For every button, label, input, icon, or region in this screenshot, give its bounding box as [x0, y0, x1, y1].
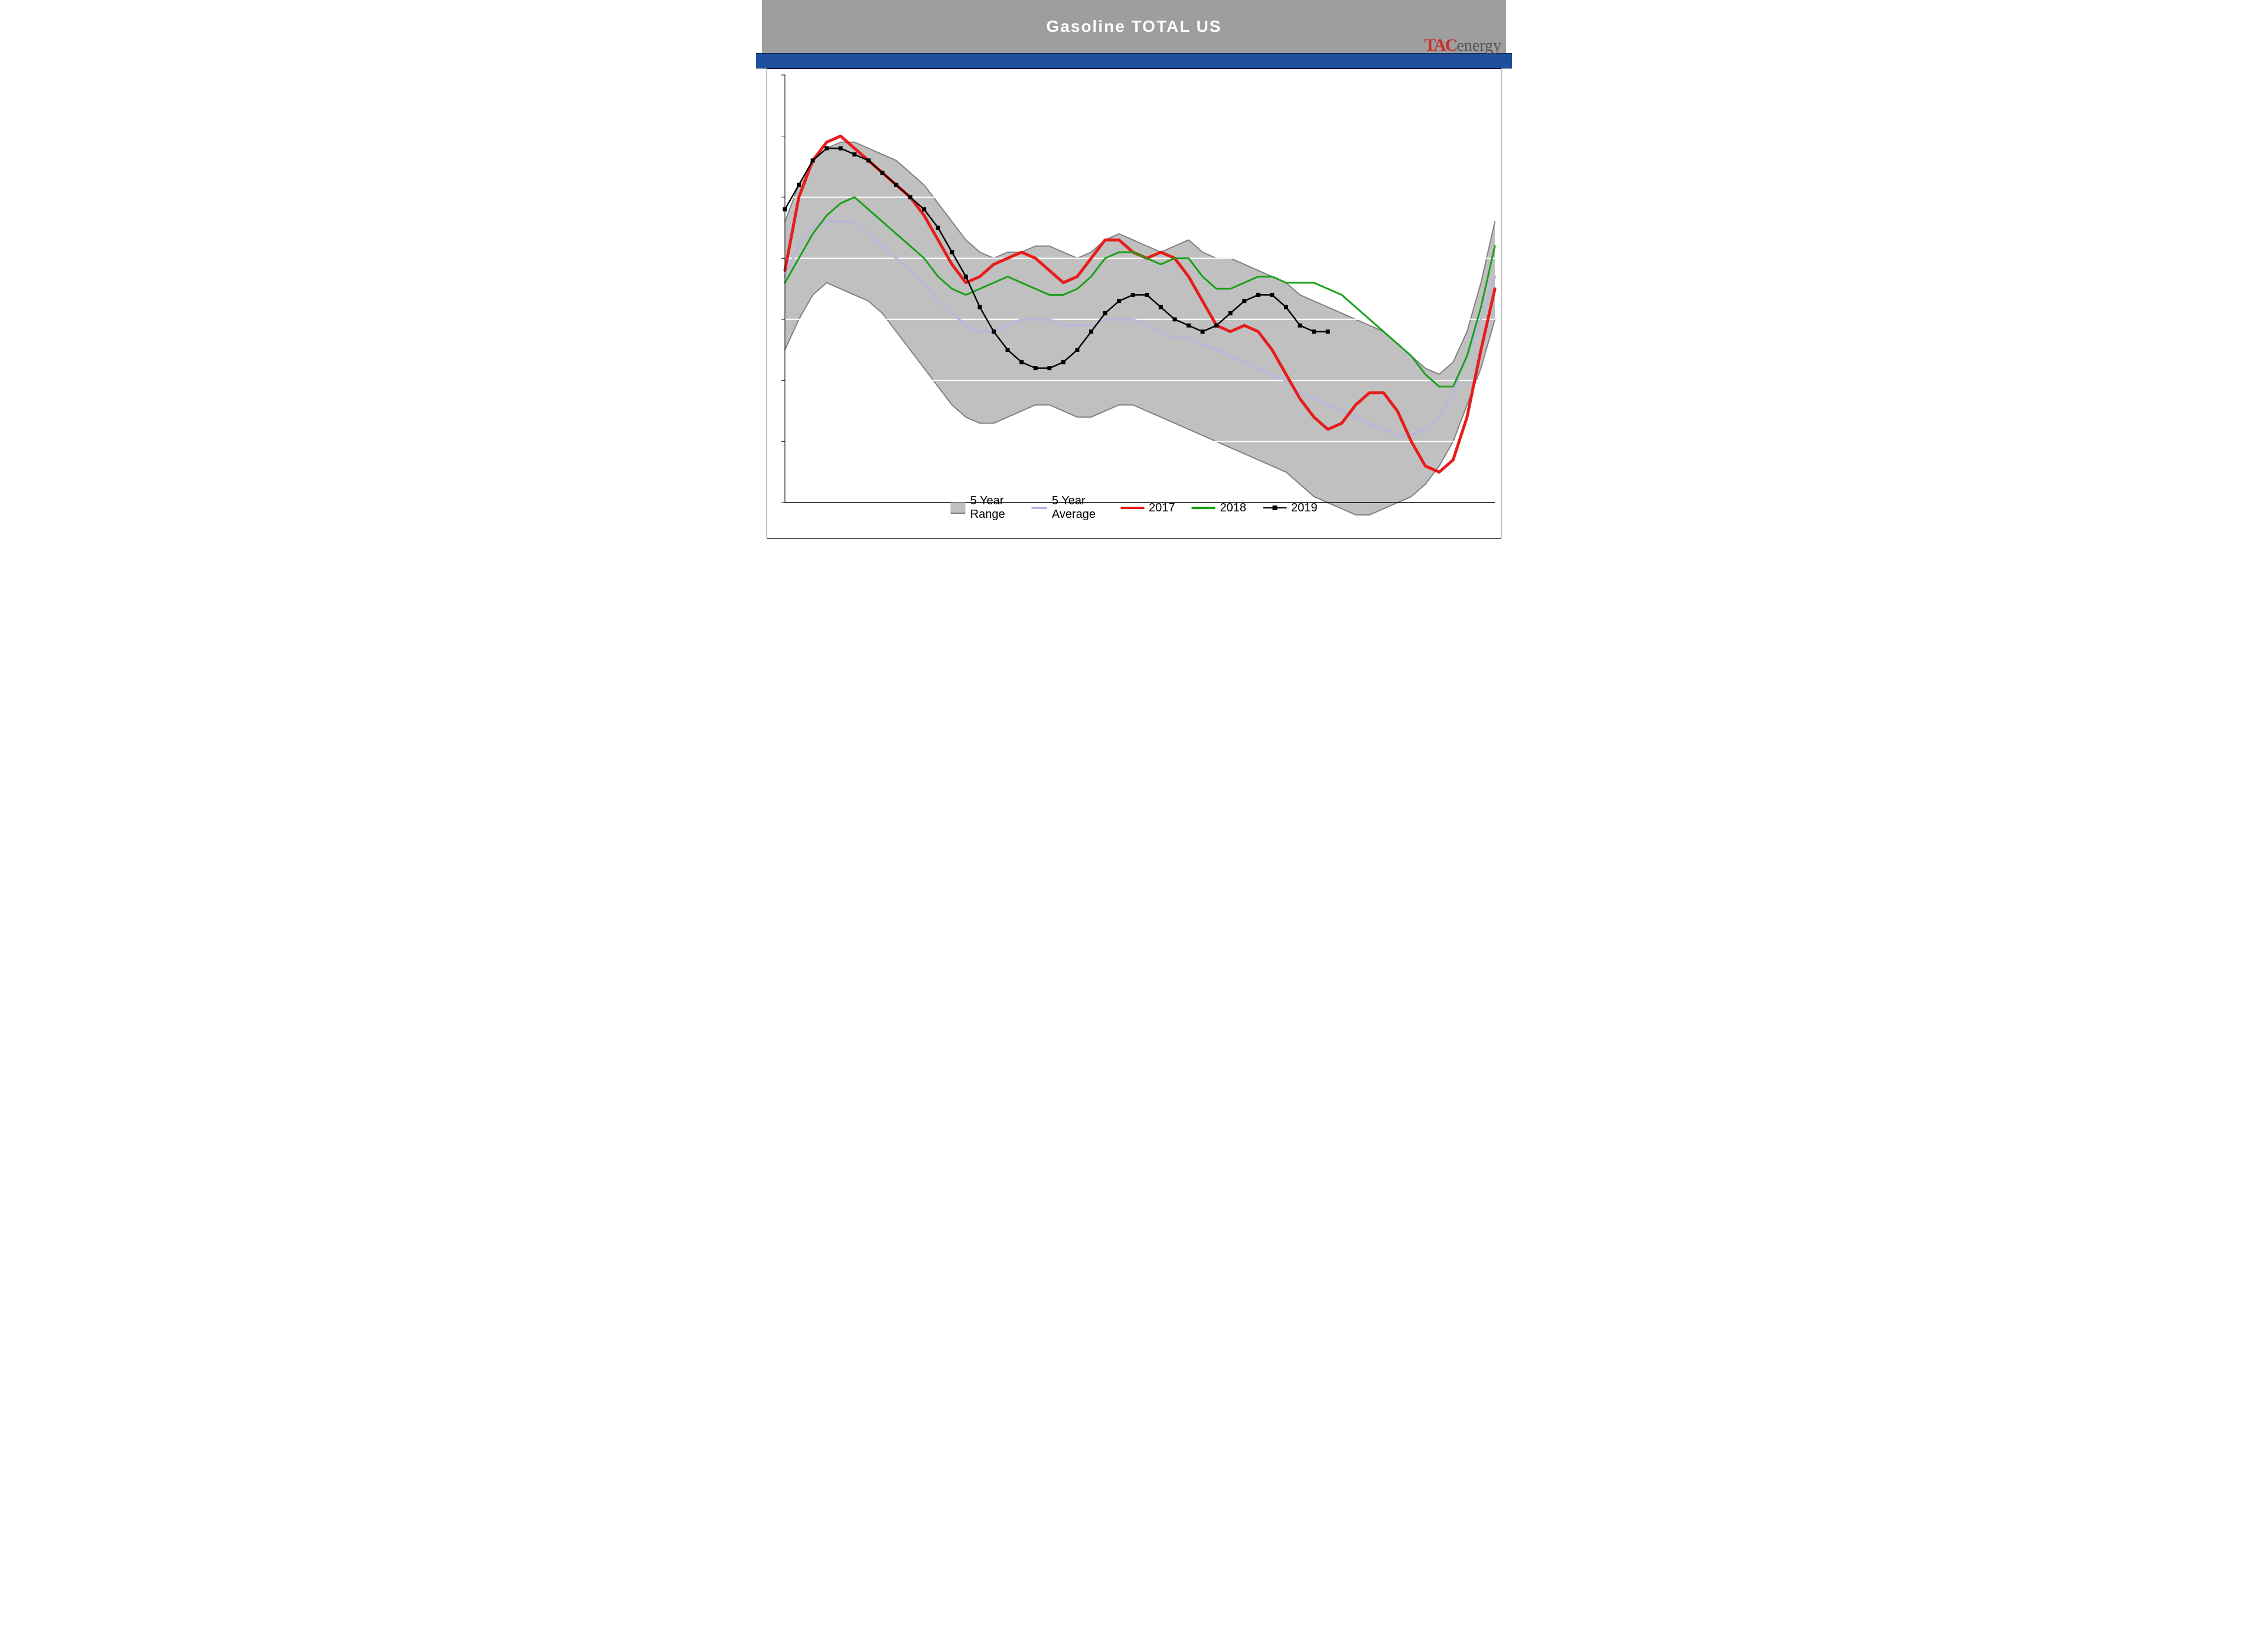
- header-stripe: [756, 53, 1512, 69]
- legend-item-2017: 2017: [1120, 501, 1175, 515]
- title-bar: Gasoline TOTAL US: [762, 0, 1506, 53]
- legend-label-avg: 5 Year Average: [1052, 494, 1104, 521]
- logo-tac: TAC: [1424, 35, 1456, 55]
- legend-label-range: 5 Year Range: [970, 494, 1015, 521]
- avg-swatch-icon: [1032, 507, 1047, 509]
- brand-logo: TACenergy: [1424, 35, 1501, 56]
- legend-item-2019: 2019: [1263, 501, 1318, 515]
- y2019-swatch-icon: [1263, 504, 1286, 511]
- logo-energy: energy: [1456, 37, 1501, 55]
- chart-title: Gasoline TOTAL US: [1047, 17, 1222, 36]
- legend: 5 Year Range 5 Year Average 2017 2018 20…: [951, 494, 1318, 521]
- plot-frame: 5 Year Range 5 Year Average 2017 2018 20…: [767, 69, 1501, 539]
- legend-item-avg: 5 Year Average: [1032, 494, 1104, 521]
- legend-item-range: 5 Year Range: [951, 494, 1015, 521]
- legend-label-2017: 2017: [1149, 501, 1175, 515]
- y2017-swatch-icon: [1120, 507, 1144, 509]
- legend-label-2018: 2018: [1220, 501, 1247, 515]
- plot-svg: [767, 69, 1501, 538]
- chart-container: Gasoline TOTAL US TACenergy 5 Year Range…: [756, 0, 1512, 549]
- legend-label-2019: 2019: [1291, 501, 1318, 515]
- legend-item-2018: 2018: [1192, 501, 1247, 515]
- y2018-swatch-icon: [1192, 507, 1216, 509]
- range-swatch-icon: [951, 502, 966, 514]
